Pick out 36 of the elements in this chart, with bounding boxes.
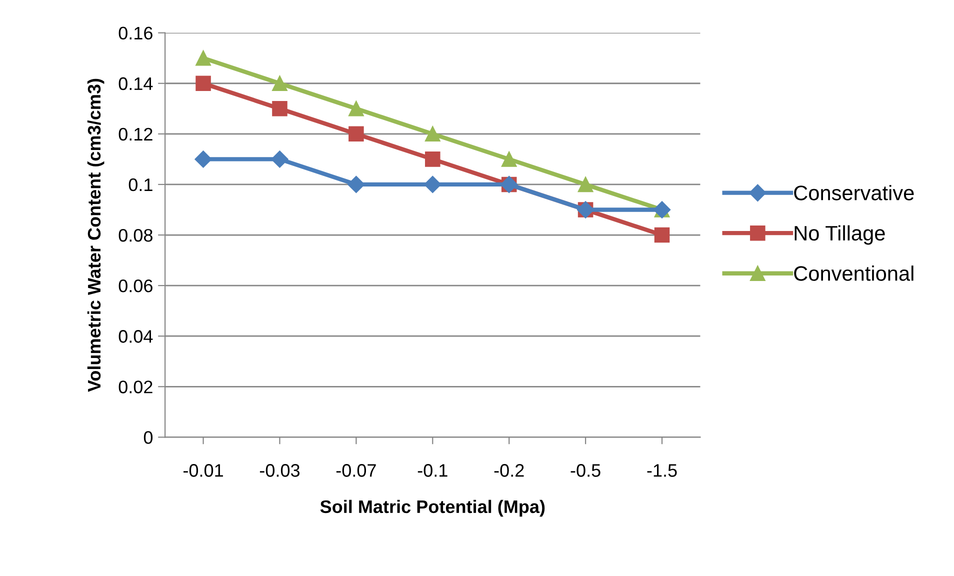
point — [196, 76, 211, 92]
point — [196, 50, 211, 66]
x-tick-label: -0.03 — [260, 464, 300, 477]
point — [194, 150, 212, 168]
point — [424, 176, 442, 194]
x-tick-label: -0.2 — [494, 464, 524, 477]
y-tick-label: 0.08 — [118, 228, 152, 242]
legend-label: Conservative — [794, 185, 914, 200]
point — [501, 152, 517, 167]
point — [425, 152, 440, 167]
legend-label: No Tillage — [794, 225, 885, 245]
point — [348, 101, 364, 116]
y-tick-label: 0.04 — [118, 330, 153, 343]
x-tick-label: -0.01 — [183, 464, 223, 477]
legend-label: Conventional — [794, 266, 914, 281]
point — [348, 176, 365, 194]
y-tick-label: 0 — [144, 431, 153, 444]
x-tick-label: -0.1 — [418, 464, 448, 477]
x-tick-label: -1.5 — [647, 464, 677, 477]
x-tick-label: -0.07 — [336, 464, 376, 477]
y-tick-label: 0.06 — [118, 279, 152, 292]
y-tick-label: 0.1 — [128, 178, 152, 192]
x-axis-title: Soil Matric Potential (Mpa) — [320, 500, 545, 517]
point — [348, 126, 364, 142]
x-tick-label: -0.5 — [570, 464, 600, 477]
y-tick-label: 0.12 — [118, 128, 152, 141]
point — [578, 176, 594, 192]
point — [272, 101, 288, 116]
point — [654, 227, 670, 243]
point — [272, 76, 288, 92]
y-axis-title: Volumetric Water Content (cm3/cm3) — [87, 78, 104, 392]
y-tick-label: 0.02 — [118, 380, 152, 394]
point — [271, 150, 288, 168]
y-tick-label: 0.16 — [118, 26, 152, 40]
point — [425, 126, 440, 142]
y-tick-label: 0.14 — [118, 77, 153, 90]
